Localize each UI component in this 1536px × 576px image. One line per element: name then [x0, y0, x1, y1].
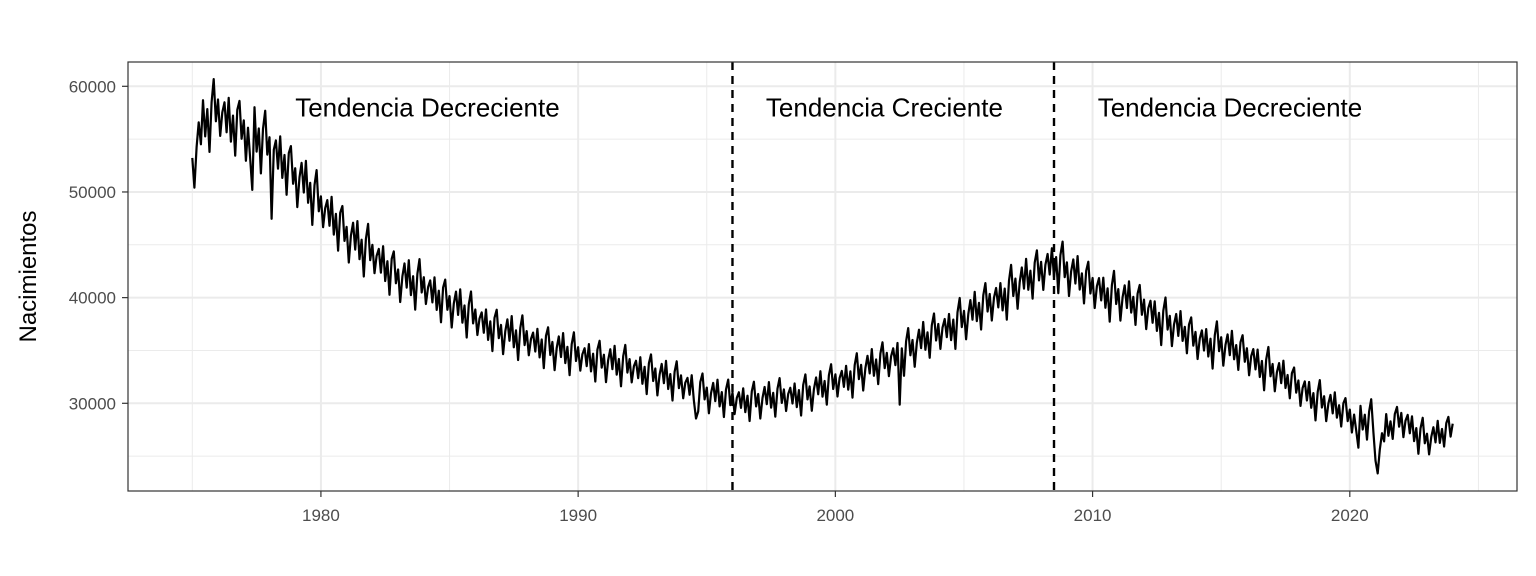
y-tick-label: 60000 — [69, 77, 116, 96]
x-tick-label: 2000 — [816, 506, 854, 525]
y-axis-tick-labels: 30000 40000 50000 60000 — [69, 77, 116, 413]
x-axis-tick-labels: 1980 1990 2000 2010 2020 — [302, 506, 1369, 525]
annotations: Tendencia Decreciente Tendencia Creciente… — [295, 92, 1362, 122]
x-tick-label: 2020 — [1331, 506, 1369, 525]
trend-breaklines — [731, 62, 1056, 491]
trend-annotation: Tendencia Decreciente — [295, 92, 560, 122]
x-tick-label: 1990 — [559, 506, 597, 525]
y-tick-label: 30000 — [69, 394, 116, 413]
grid-minor — [128, 62, 1517, 491]
y-axis-title: Nacimientos — [15, 210, 42, 342]
y-tick-label: 50000 — [69, 183, 116, 202]
x-tick-label: 1980 — [302, 506, 340, 525]
series-line-nacimientos — [191, 78, 1454, 475]
grid-major — [128, 62, 1517, 491]
x-tick-label: 2010 — [1074, 506, 1112, 525]
y-tick-label: 40000 — [69, 289, 116, 308]
trend-annotation: Tendencia Decreciente — [1098, 92, 1363, 122]
axis-ticks — [122, 85, 1351, 497]
trend-annotation: Tendencia Creciente — [766, 92, 1003, 122]
panel-border — [127, 61, 1518, 492]
